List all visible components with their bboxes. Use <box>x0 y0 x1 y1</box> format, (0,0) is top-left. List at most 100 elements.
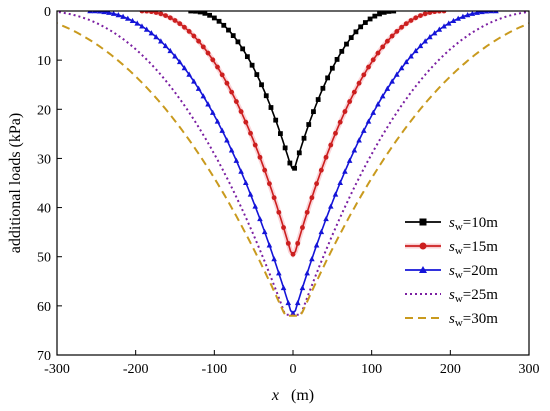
data-point <box>268 105 274 110</box>
data-point <box>191 33 197 39</box>
data-point <box>344 41 349 47</box>
data-point <box>301 135 307 141</box>
data-point <box>106 11 112 15</box>
data-point <box>177 21 183 27</box>
data-point <box>460 13 466 19</box>
x-tick-label: 100 <box>361 362 382 377</box>
legend-item-2: sw=15m <box>405 239 498 257</box>
legend-label: sw=25m <box>449 287 498 305</box>
data-point <box>163 13 168 18</box>
data-point <box>299 284 306 291</box>
data-point <box>238 109 244 114</box>
data-point <box>207 12 213 18</box>
data-point <box>186 29 192 34</box>
data-point <box>252 203 259 209</box>
data-point <box>224 137 230 143</box>
data-point <box>115 12 122 18</box>
data-point <box>314 181 319 187</box>
data-point <box>238 168 244 174</box>
data-point <box>252 142 258 148</box>
data-point <box>365 118 372 124</box>
legend-item-3: sw=20m <box>405 263 498 281</box>
data-point <box>200 93 207 99</box>
data-point <box>280 284 287 291</box>
data-point <box>394 29 400 34</box>
data-point <box>412 47 419 54</box>
data-point <box>158 38 164 44</box>
data-point <box>474 11 480 15</box>
data-point <box>356 137 362 143</box>
data-point <box>247 191 254 197</box>
data-point <box>271 256 277 262</box>
x-tick-label: -200 <box>123 362 149 377</box>
data-point <box>120 13 126 19</box>
legend-marker <box>419 242 427 250</box>
data-point <box>337 119 343 125</box>
data-point <box>333 130 338 136</box>
data-point <box>110 11 117 16</box>
data-point <box>215 64 220 70</box>
data-point <box>101 11 107 15</box>
data-point <box>320 85 326 91</box>
data-point <box>229 89 235 95</box>
data-point <box>399 24 404 30</box>
y-tick-label: 30 <box>37 152 51 167</box>
data-point <box>370 57 376 63</box>
data-point <box>285 240 291 246</box>
data-point <box>334 57 340 62</box>
data-point <box>202 11 208 16</box>
data-point <box>226 27 231 33</box>
data-point <box>328 142 334 148</box>
data-point <box>380 44 386 50</box>
data-point <box>381 11 387 15</box>
data-point <box>240 46 246 52</box>
data-point <box>129 17 136 24</box>
data-point <box>267 181 272 187</box>
data-point <box>162 42 169 49</box>
data-point <box>273 117 279 123</box>
data-point <box>347 99 353 104</box>
data-point <box>372 13 378 19</box>
data-point <box>479 11 485 15</box>
data-point <box>351 89 357 95</box>
data-point <box>287 160 293 166</box>
data-point <box>389 33 395 39</box>
data-point <box>325 75 331 81</box>
data-point <box>455 15 461 21</box>
data-point <box>311 109 316 115</box>
data-point <box>403 21 409 27</box>
data-point <box>254 72 260 77</box>
data-point <box>306 122 312 127</box>
series-1 <box>188 11 397 171</box>
data-point <box>403 58 410 65</box>
data-point <box>266 242 273 248</box>
data-point <box>391 11 397 14</box>
data-point <box>285 299 292 306</box>
data-point <box>313 242 320 248</box>
data-point <box>172 18 178 23</box>
data-point <box>230 33 236 38</box>
data-point <box>210 57 216 63</box>
data-point <box>323 154 329 160</box>
data-point <box>228 147 235 153</box>
data-point <box>329 65 335 71</box>
data-point <box>214 118 221 124</box>
series-line-1 <box>190 11 394 170</box>
data-point <box>315 97 321 102</box>
data-point <box>261 228 268 235</box>
data-point <box>205 101 211 107</box>
data-point <box>339 48 345 54</box>
data-point <box>281 225 286 230</box>
x-axis-unit: (m) <box>291 387 314 404</box>
data-point <box>248 130 253 136</box>
data-point <box>418 13 423 18</box>
data-point <box>196 38 202 44</box>
data-point <box>263 93 269 99</box>
data-point <box>219 72 225 78</box>
x-tick-label: 0 <box>290 362 297 377</box>
data-point <box>483 11 490 14</box>
data-point <box>394 71 400 77</box>
data-point <box>224 80 230 86</box>
series-2 <box>139 11 447 259</box>
